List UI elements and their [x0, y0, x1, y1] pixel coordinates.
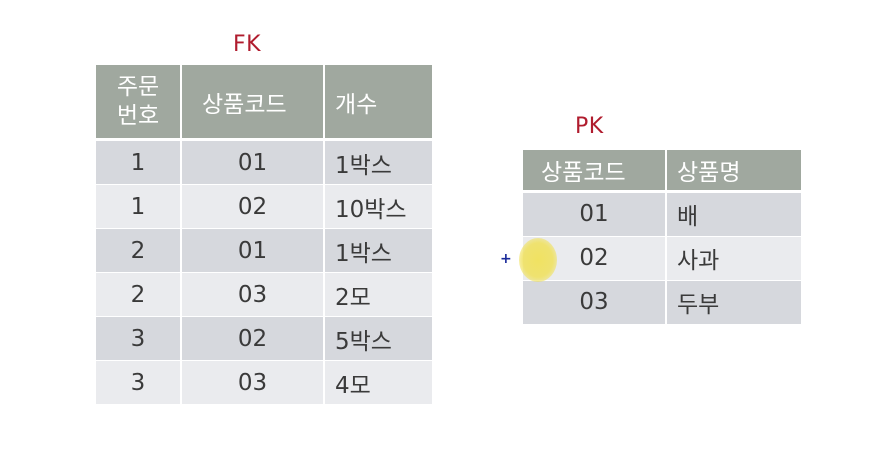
pk-cell-product-code: 01	[523, 191, 667, 237]
cursor-highlight	[519, 238, 557, 282]
pk-header-product-code: 상품코드	[523, 150, 667, 193]
pk-cell-product-name: 두부	[666, 280, 801, 325]
fk-header-order-no: 주문 번호	[96, 65, 182, 141]
fk-cell-order-no: 3	[96, 316, 182, 361]
fk-cell-order-no: 1	[96, 184, 182, 229]
fk-cell-product-code: 03	[181, 360, 325, 405]
fk-cell-product-code: 01	[181, 139, 325, 185]
fk-header-row: 주문 번호 상품코드 개수	[96, 65, 432, 141]
pk-table: 상품코드 상품명 01 배 02 사과 03 두부	[523, 150, 801, 325]
table-row: 3 02 5박스	[96, 316, 432, 361]
table-row: 2 03 2모	[96, 272, 432, 317]
pk-header-product-name: 상품명	[666, 150, 801, 193]
fk-cell-quantity: 4모	[324, 360, 432, 405]
fk-header-product-code: 상품코드	[181, 65, 325, 141]
fk-cell-product-code: 03	[181, 272, 325, 317]
table-row: 3 03 4모	[96, 360, 432, 405]
table-row: 03 두부	[523, 280, 801, 325]
fk-cell-product-code: 02	[181, 184, 325, 229]
fk-cell-quantity: 10박스	[324, 184, 432, 229]
fk-cell-order-no: 3	[96, 360, 182, 405]
table-row: 1 01 1박스	[96, 139, 432, 185]
pk-cell-product-code: 03	[523, 280, 667, 325]
crosshair-plus-icon: +	[500, 251, 512, 267]
fk-cell-order-no: 1	[96, 139, 182, 185]
fk-table: 주문 번호 상품코드 개수 1 01 1박스 1 02 10박스 2 01 1박스	[96, 65, 432, 405]
fk-cell-product-code: 01	[181, 228, 325, 273]
fk-cell-quantity: 5박스	[324, 316, 432, 361]
fk-header-quantity: 개수	[324, 65, 432, 141]
fk-header-order-no-line1: 주문	[116, 73, 160, 100]
table-row: 01 배	[523, 191, 801, 237]
pk-cell-product-name: 배	[666, 191, 801, 237]
table-row: 2 01 1박스	[96, 228, 432, 273]
pk-cell-product-name: 사과	[666, 236, 801, 281]
pk-header-row: 상품코드 상품명	[523, 150, 801, 193]
fk-cell-order-no: 2	[96, 272, 182, 317]
fk-cell-order-no: 2	[96, 228, 182, 273]
pk-label: PK	[575, 114, 604, 139]
fk-cell-quantity: 2모	[324, 272, 432, 317]
fk-label: FK	[233, 32, 262, 57]
fk-cell-quantity: 1박스	[324, 139, 432, 185]
fk-cell-product-code: 02	[181, 316, 325, 361]
fk-header-order-no-line2: 번호	[116, 102, 160, 129]
table-row: 1 02 10박스	[96, 184, 432, 229]
fk-cell-quantity: 1박스	[324, 228, 432, 273]
table-row: 02 사과	[523, 236, 801, 281]
